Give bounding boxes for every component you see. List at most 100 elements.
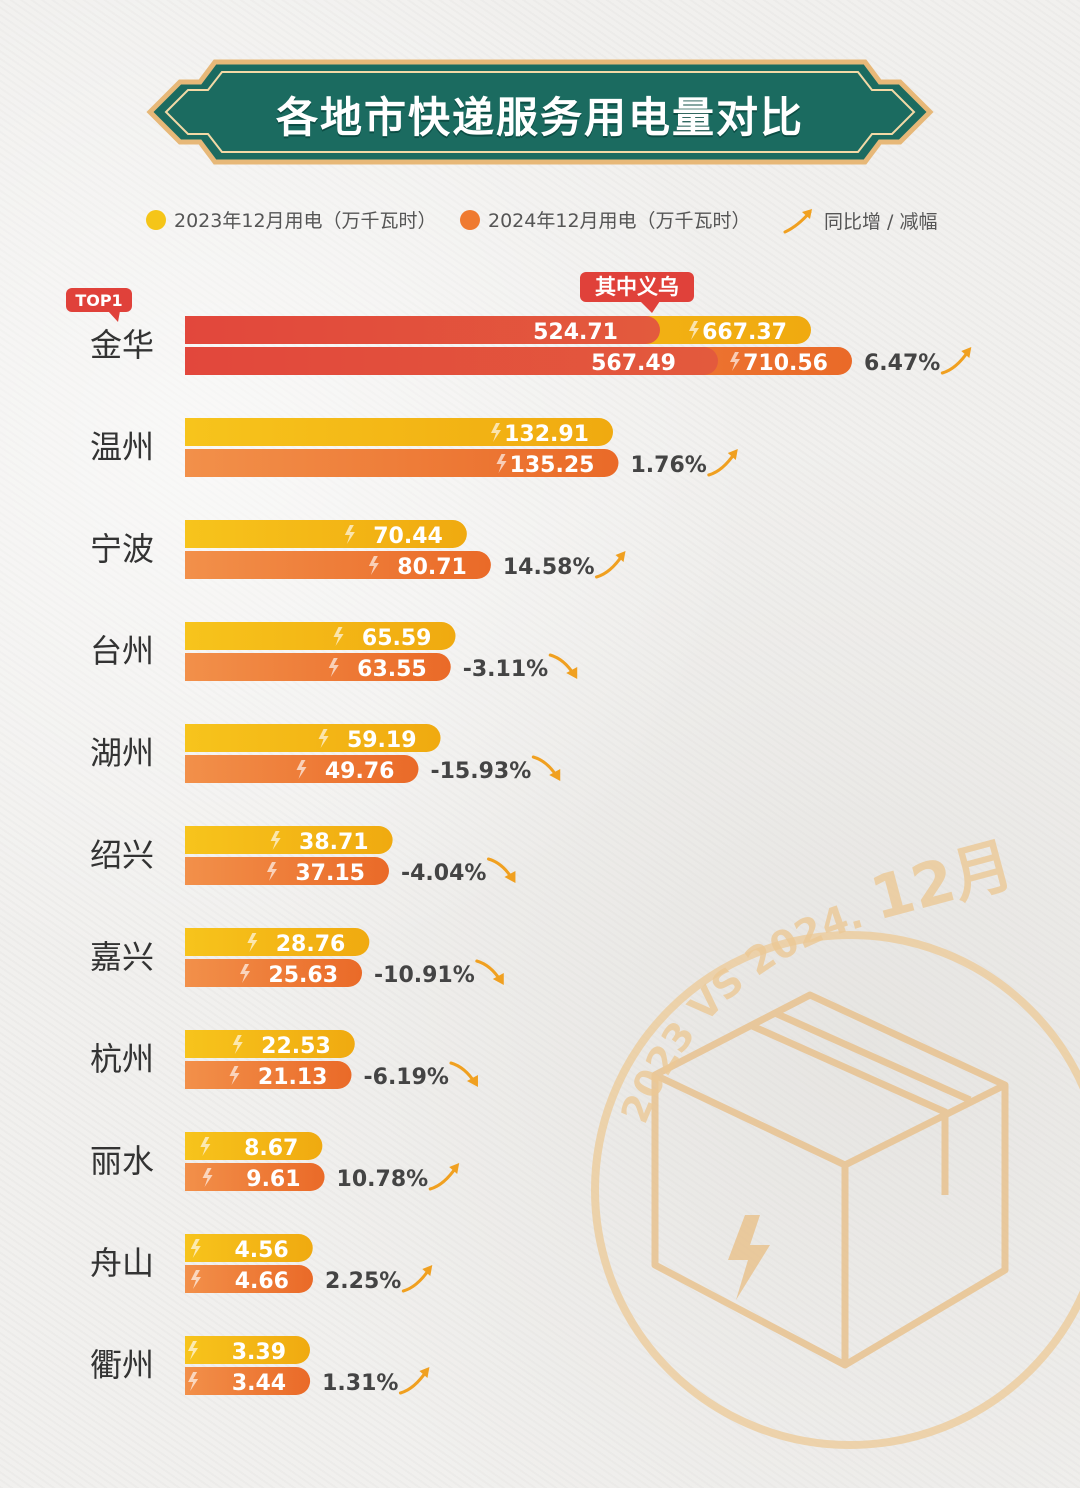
top1-badge-text: TOP1 [75, 291, 122, 310]
chart-title: 各地市快递服务用电量对比 [275, 93, 804, 142]
lightning-icon [270, 831, 281, 850]
change-label: 10.78% [337, 1167, 429, 1192]
city-label: 温州 [90, 428, 154, 466]
legend-dot-2024 [460, 209, 480, 230]
legend-2024-label: 2024年12月用电（万千瓦时） [488, 210, 751, 232]
change-label: -3.11% [463, 657, 548, 682]
bar-label-2023: 59.19 [347, 728, 417, 753]
bar-label-2023: 8.67 [244, 1136, 298, 1161]
city-label: 湖州 [90, 734, 154, 772]
bar-2023 [185, 1234, 313, 1262]
bar-label-2024: 4.66 [235, 1269, 289, 1294]
bar-label-2024: 21.13 [258, 1065, 328, 1090]
lightning-icon [232, 1035, 243, 1054]
bar-label-2024: 37.15 [295, 861, 365, 886]
arrow-up-icon [707, 449, 738, 477]
arrow-down-icon [548, 653, 578, 679]
lightning-icon [296, 760, 307, 779]
city-label: 宁波 [90, 530, 154, 568]
legend-2023-label: 2023年12月用电（万千瓦时） [174, 210, 437, 232]
bar-label-2023: 65.59 [362, 626, 432, 651]
bar-label-yiwu-2024: 567.49 [591, 351, 676, 376]
bar-yiwu-2024 [185, 347, 718, 375]
parcel-stamp-watermark: 2023 VS 2024. 12月 [591, 830, 1080, 1449]
bar-label-2024: 49.76 [325, 759, 395, 784]
lightning-icon [202, 1168, 213, 1187]
bar-label-yiwu-2023: 524.71 [533, 320, 618, 345]
bar-label-2024: 135.25 [510, 453, 595, 478]
arrow-down-icon [449, 1061, 478, 1087]
legend-2023: 2023年12月用电（万千瓦时） [146, 206, 437, 233]
lightning-icon [240, 964, 251, 983]
bar-label-2023: 70.44 [373, 524, 443, 549]
bar-label-2024: 9.61 [246, 1167, 300, 1192]
arrow-down-icon [475, 959, 504, 985]
city-label: 金华 [90, 326, 154, 364]
lightning-icon [491, 423, 501, 442]
bar-yiwu-2023 [185, 316, 660, 344]
bar-2024 [185, 1367, 311, 1395]
arrow-up-icon [595, 551, 626, 579]
lightning-icon [328, 658, 339, 677]
bar-2024 [185, 1061, 352, 1089]
lightning-icon [318, 729, 329, 748]
bar-label-2023: 4.56 [234, 1238, 288, 1263]
change-label: 6.47% [864, 351, 940, 376]
bar-label-2024: 25.63 [268, 963, 338, 988]
lightning-icon [266, 862, 277, 881]
bar-2023 [185, 724, 441, 752]
bar-2024 [185, 449, 619, 477]
legend-change-label: 同比增 / 减幅 [824, 210, 938, 233]
yiwu-tag-text: 其中义乌 [595, 275, 679, 299]
bar-label-2023: 22.53 [261, 1034, 331, 1059]
bar-label-2023: 667.37 [702, 320, 787, 345]
city-label: 杭州 [90, 1040, 154, 1078]
lightning-icon [689, 321, 699, 340]
arrow-up-icon [398, 1367, 430, 1395]
legend-dot-2023 [146, 209, 166, 230]
arrow-up-icon [940, 347, 972, 375]
yiwu-tag: 其中义乌 [580, 272, 694, 313]
change-label: 2.25% [325, 1269, 401, 1294]
lightning-icon [188, 1341, 198, 1360]
bar-label-2023: 38.71 [299, 830, 369, 855]
city-label: 舟山 [90, 1244, 154, 1282]
legend-change: 同比增 / 减幅 [782, 206, 937, 234]
arrow-up-icon [783, 209, 812, 234]
bar-label-2024: 3.44 [232, 1371, 286, 1396]
bar-2024 [185, 551, 491, 579]
bar-label-2024: 63.55 [357, 657, 427, 682]
change-label: -6.19% [364, 1065, 449, 1090]
bar-label-2023: 132.91 [504, 422, 589, 447]
arrow-up-icon [401, 1265, 433, 1293]
city-label: 丽水 [90, 1142, 154, 1180]
title-banner [146, 59, 934, 165]
lightning-icon [229, 1066, 240, 1085]
lightning-icon [333, 627, 344, 646]
bar-2023 [185, 826, 393, 854]
city-label: 嘉兴 [90, 938, 154, 976]
bar-2024 [185, 959, 363, 987]
bar-label-2024: 80.71 [397, 555, 467, 580]
bar-2023 [185, 622, 456, 650]
change-label: 14.58% [503, 555, 595, 580]
bar-label-2024: 710.56 [743, 351, 828, 376]
bar-2023 [185, 1132, 323, 1160]
lightning-icon [247, 933, 258, 952]
bar-2024 [185, 653, 451, 681]
change-label: 1.76% [630, 453, 706, 478]
lightning-icon [368, 556, 379, 575]
lightning-icon [344, 525, 355, 544]
bar-label-2023: 28.76 [276, 932, 346, 957]
bar-2024 [185, 857, 389, 885]
arrow-down-icon [486, 857, 516, 883]
lightning-icon [730, 352, 740, 371]
change-label: -4.04% [401, 861, 486, 886]
bar-2024 [185, 1265, 313, 1293]
top1-badge: TOP1 [66, 288, 132, 322]
lightning-icon [190, 1239, 201, 1258]
change-label: -10.91% [374, 963, 475, 988]
bar-2023 [185, 1030, 355, 1058]
change-label: 1.31% [322, 1371, 398, 1396]
